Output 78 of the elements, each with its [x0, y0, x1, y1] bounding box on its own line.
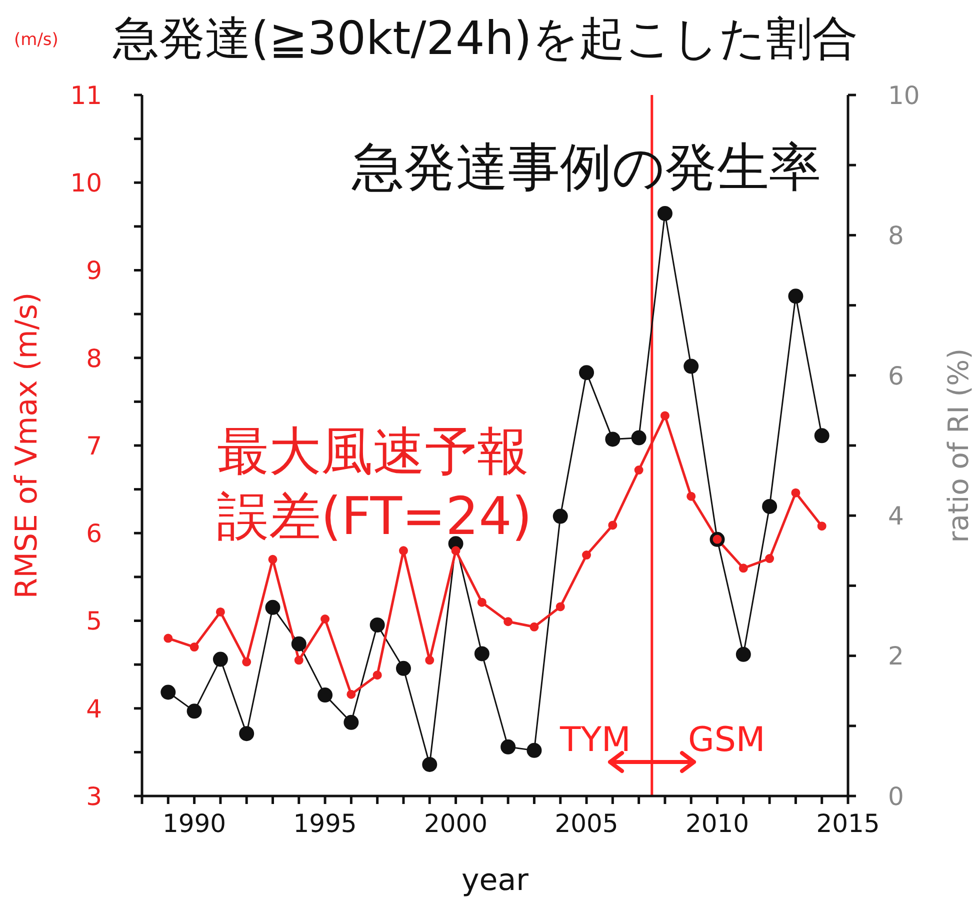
point	[344, 714, 359, 730]
y-tick-label: 10	[70, 168, 102, 198]
point	[530, 622, 539, 632]
point	[186, 704, 202, 719]
point	[320, 614, 330, 624]
y2-tick-label: 8	[888, 221, 904, 250]
point	[396, 660, 411, 676]
x-axis-title: year	[462, 863, 530, 898]
y-tick-label: 9	[86, 256, 102, 286]
point	[160, 684, 176, 700]
point	[504, 617, 513, 626]
point	[500, 739, 516, 754]
point	[736, 646, 751, 662]
point	[294, 656, 304, 665]
point	[372, 670, 382, 680]
x-tick-label: 2015	[816, 808, 880, 838]
point	[451, 546, 460, 556]
point	[164, 634, 173, 643]
point	[212, 652, 228, 667]
point	[190, 642, 199, 652]
point	[477, 598, 486, 607]
x-tick-label: 2005	[554, 808, 618, 838]
text: (m/s)	[14, 30, 58, 50]
annotation: GSM	[688, 720, 766, 760]
series-label: 最大風速予報誤差(FT=24)	[217, 421, 534, 549]
point	[788, 288, 804, 304]
point	[268, 554, 278, 564]
y-tick-label: 7	[86, 431, 102, 460]
x-tick-label: 1995	[293, 808, 357, 838]
chart-title: 急発達(≧30kt/24h)を起こした割合	[113, 10, 858, 67]
point	[265, 600, 280, 615]
x-tick-label: 2000	[424, 808, 488, 838]
point	[634, 466, 644, 475]
y2-tick-label: 4	[888, 501, 904, 530]
point	[762, 498, 778, 514]
point	[657, 206, 672, 221]
point	[291, 636, 306, 652]
point	[605, 432, 620, 447]
point	[684, 358, 699, 374]
point	[579, 365, 594, 380]
point	[817, 522, 826, 531]
x-tick-label: 1990	[162, 808, 226, 838]
annotation: TYM	[560, 720, 631, 760]
point	[526, 742, 542, 758]
point	[216, 607, 225, 616]
y2-tick-label: 0	[888, 782, 904, 811]
point	[608, 520, 618, 530]
y2-tick-label: 2	[888, 642, 904, 671]
y-axis-title: RMSE of Vmax (m/s)	[10, 292, 45, 599]
x-tick-label: 2010	[685, 808, 750, 838]
y2-axis-title: ratio of RI (%)	[942, 348, 975, 543]
point	[791, 488, 800, 498]
point	[556, 602, 565, 612]
point	[552, 508, 568, 524]
point	[660, 411, 670, 420]
point	[474, 646, 490, 662]
point	[239, 726, 254, 742]
point	[398, 546, 408, 556]
point	[425, 656, 434, 665]
y2-tick-label: 6	[888, 361, 904, 390]
point	[346, 690, 356, 699]
point	[814, 428, 830, 444]
y2-tick-label: 10	[888, 80, 920, 110]
point	[422, 756, 438, 772]
point	[738, 564, 748, 573]
y-tick-label: 5	[86, 606, 102, 636]
point	[631, 430, 646, 446]
point	[318, 688, 333, 703]
point	[370, 617, 385, 632]
point	[242, 657, 252, 666]
y-tick-label: 6	[86, 519, 102, 548]
y-tick-label: 3	[86, 782, 102, 811]
point	[765, 554, 774, 564]
y-tick-label: 4	[86, 694, 102, 724]
point	[686, 492, 696, 501]
y-tick-label: 8	[86, 344, 102, 373]
y-tick-label: 11	[70, 80, 102, 110]
point	[582, 550, 592, 560]
